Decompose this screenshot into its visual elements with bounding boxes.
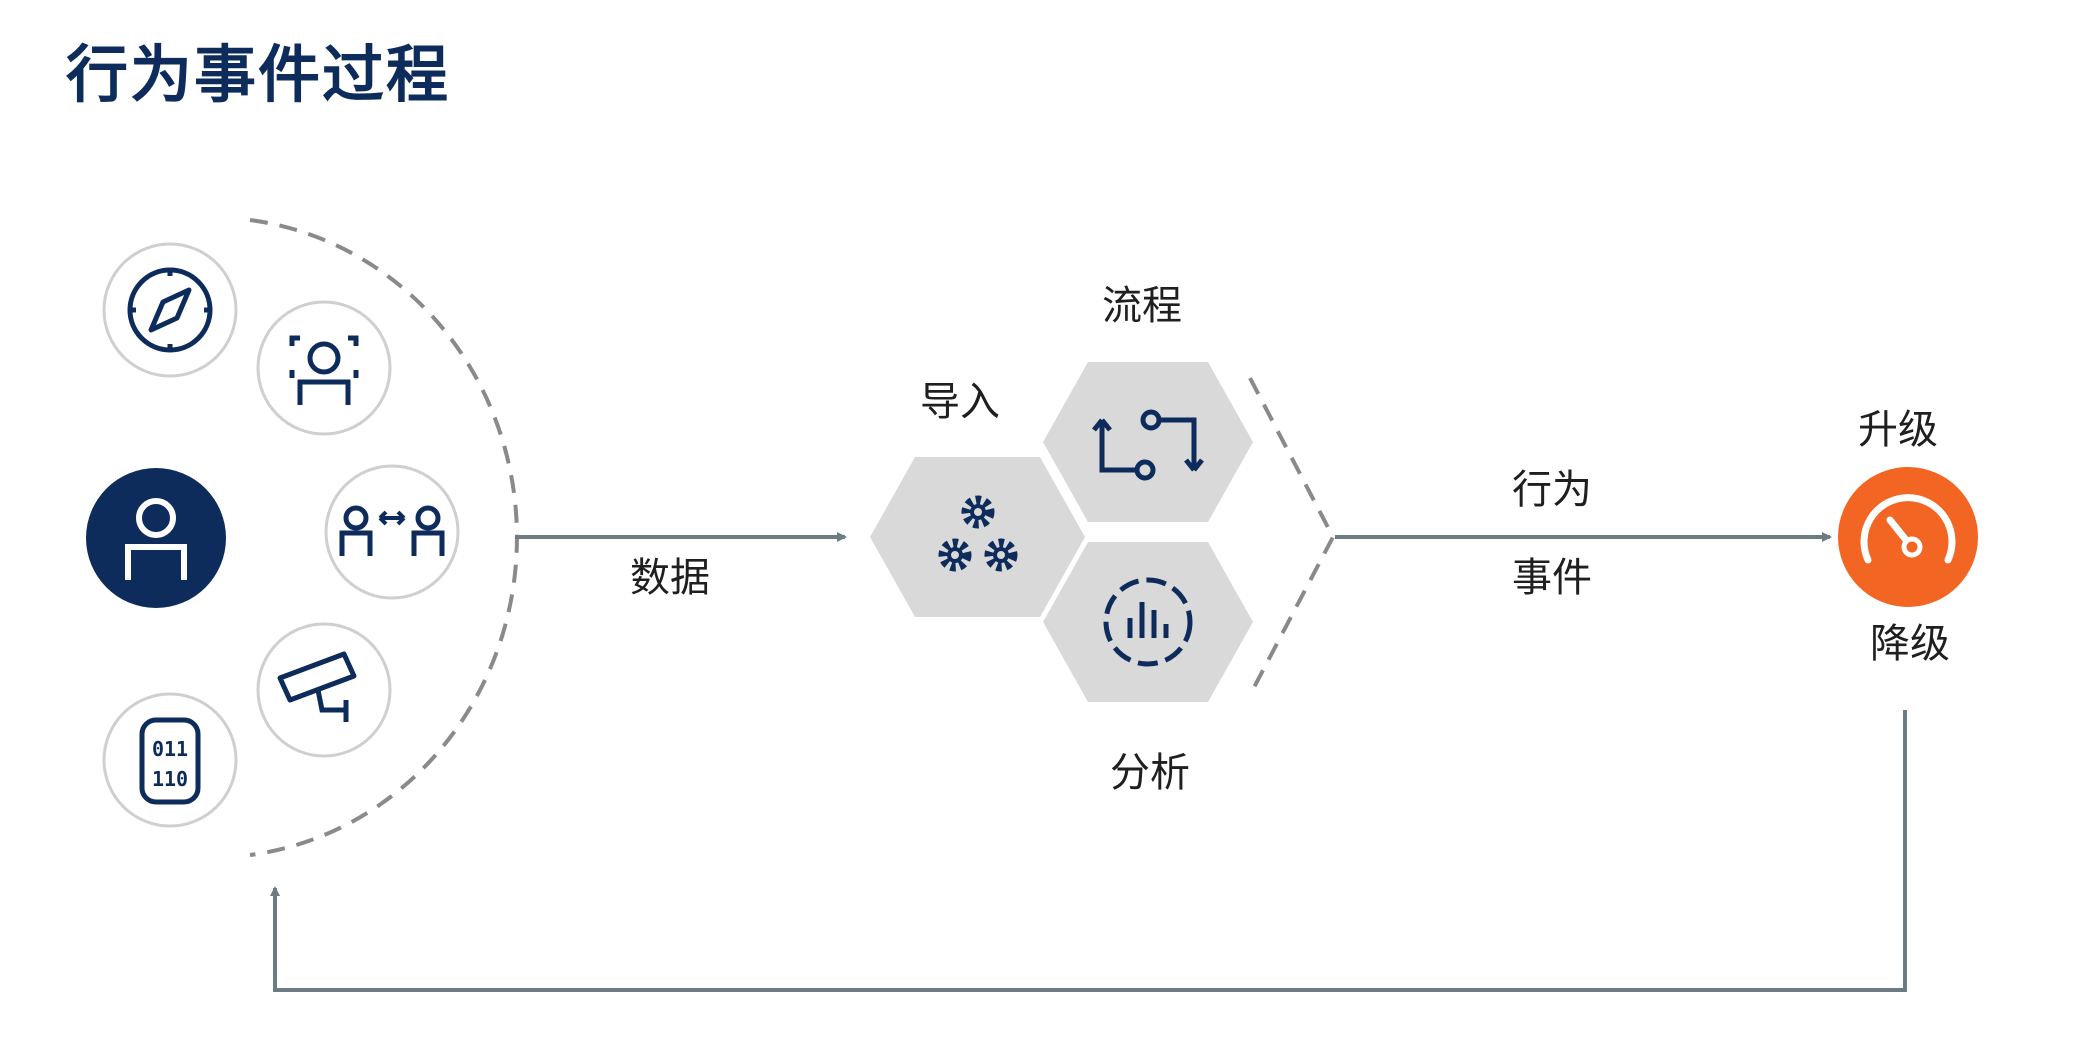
gears-icon — [938, 495, 1018, 572]
downgrade-label: 降级 — [1870, 621, 1950, 667]
binary-database-icon: 011 110 — [102, 692, 238, 828]
behavior-label: 行为 — [1512, 467, 1592, 513]
analytics-chart-icon — [1103, 577, 1193, 667]
data-label: 数据 — [630, 555, 710, 601]
event-label: 事件 — [1512, 555, 1592, 601]
gauge-icon — [1838, 467, 1978, 607]
security-camera-icon — [256, 622, 392, 758]
page-title: 行为事件过程 — [66, 38, 451, 111]
process-label: 流程 — [1102, 283, 1182, 329]
analysis-label: 分析 — [1110, 750, 1190, 796]
analysis-hexagon — [1043, 542, 1253, 702]
upgrade-label: 升级 — [1858, 407, 1938, 453]
feedback-loop-arrow — [270, 710, 1907, 992]
output-chevron-divider — [1248, 377, 1336, 696]
svg-text:110: 110 — [152, 767, 188, 791]
process-hexagon — [1043, 362, 1253, 522]
process-loop-icon — [1092, 409, 1204, 481]
import-hexagon — [870, 457, 1085, 617]
face-scan-icon — [256, 300, 392, 436]
import-label: 导入 — [920, 379, 1000, 425]
svg-text:011: 011 — [152, 737, 188, 761]
user-exchange-icon — [324, 464, 460, 600]
compass-icon — [102, 242, 238, 378]
user-icon — [86, 468, 226, 608]
